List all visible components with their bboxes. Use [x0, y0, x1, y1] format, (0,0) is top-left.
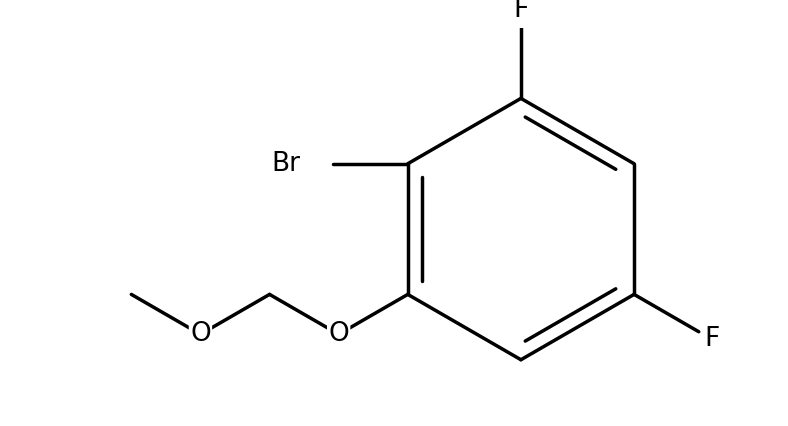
- Text: Br: Br: [271, 151, 300, 177]
- Text: F: F: [513, 0, 529, 23]
- Text: F: F: [704, 326, 719, 352]
- Text: O: O: [190, 321, 211, 347]
- Text: O: O: [329, 321, 349, 347]
